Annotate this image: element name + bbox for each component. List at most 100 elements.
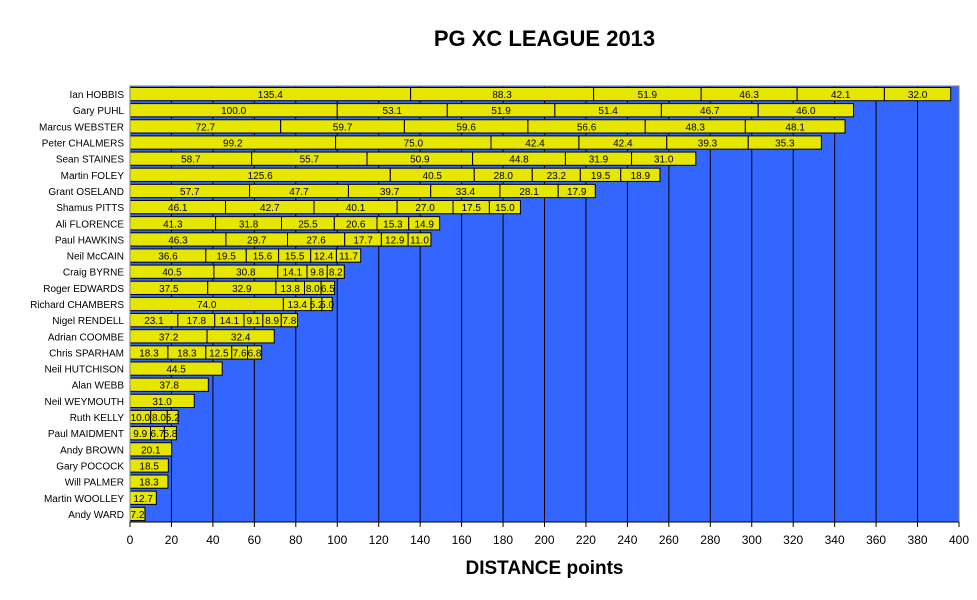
bar-segment-value: 27.6 xyxy=(306,235,326,246)
x-tick-label: 400 xyxy=(949,533,969,547)
bar-segment-value: 14.9 xyxy=(414,219,434,230)
x-tick-label: 0 xyxy=(127,533,134,547)
bar-segment-value: 50.9 xyxy=(410,155,430,166)
x-axis-title: DISTANCE points xyxy=(465,558,624,579)
x-tick-label: 60 xyxy=(248,533,262,547)
y-tick-label: Shamus PITTS xyxy=(56,203,124,214)
bar-segment-value: 6.7 xyxy=(151,429,165,440)
bar-segment-value: 99.2 xyxy=(223,139,243,150)
y-tick-label: Will PALMER xyxy=(65,478,124,489)
y-tick-label: Grant OSELAND xyxy=(48,187,124,198)
bar-segment-value: 15.6 xyxy=(253,252,273,263)
bar-segment-value: 75.0 xyxy=(404,139,424,150)
y-tick-label: Roger EDWARDS xyxy=(43,284,124,295)
y-tick-label: Marcus WEBSTER xyxy=(39,122,124,133)
bar-segment-value: 32.0 xyxy=(908,90,928,101)
bar-segment-value: 100.0 xyxy=(221,106,246,117)
bar-segment-value: 135.4 xyxy=(258,90,283,101)
bar-segment-value: 6.8 xyxy=(248,348,262,359)
bar-segment-value: 37.2 xyxy=(159,332,179,343)
bar-segment-value: 58.7 xyxy=(181,155,201,166)
bar-segment-value: 17.9 xyxy=(567,187,587,198)
y-tick-label: Gary POCOCK xyxy=(56,461,124,472)
bar-segment-value: 47.7 xyxy=(289,187,309,198)
x-tick-label: 260 xyxy=(659,533,679,547)
bar-segment-value: 9.8 xyxy=(310,268,324,279)
y-tick-label: Paul MAIDMENT xyxy=(48,429,124,440)
bar-segment-value: 17.7 xyxy=(353,235,373,246)
bar-segment xyxy=(163,426,177,441)
bar-segment-value: 37.8 xyxy=(159,381,179,392)
bar-segment-value: 40.5 xyxy=(423,171,443,182)
bar-segment-value: 18.9 xyxy=(631,171,651,182)
y-tick-label: Craig BYRNE xyxy=(63,268,124,279)
bar-segment-value: 59.6 xyxy=(456,122,476,133)
bar-segment-value: 5.2 xyxy=(166,413,180,424)
bar-segment-value: 51.4 xyxy=(598,106,618,117)
bar-segment-value: 15.3 xyxy=(383,219,403,230)
y-tick-label: Neil McCAIN xyxy=(67,252,124,263)
bar-segment-value: 13.8 xyxy=(280,284,300,295)
bar-segment xyxy=(247,345,263,360)
y-tick-label: Gary PUHL xyxy=(73,106,125,117)
bar-segment-value: 8.0 xyxy=(152,413,166,424)
y-tick-label: Andy WARD xyxy=(68,510,124,521)
bar-segment-value: 15.5 xyxy=(285,252,305,263)
y-tick-label: Peter CHALMERS xyxy=(42,139,125,150)
x-tick-label: 200 xyxy=(534,533,554,547)
x-tick-label: 220 xyxy=(576,533,596,547)
y-tick-label: Neil HUTCHISON xyxy=(45,365,124,376)
bar-segment-value: 31.0 xyxy=(654,155,674,166)
bar-segment-value: 8.9 xyxy=(265,316,279,327)
y-tick-label: Alan WEBB xyxy=(72,381,125,392)
y-tick-label: Paul HAWKINS xyxy=(55,235,124,246)
bar-segment-value: 56.6 xyxy=(577,122,597,133)
bar-segment-value: 5.2 xyxy=(310,300,324,311)
bar-segment-value: 29.7 xyxy=(247,235,267,246)
bar-segment-value: 18.5 xyxy=(139,461,159,472)
bar-segment-value: 40.1 xyxy=(346,203,366,214)
bar-segment-value: 33.4 xyxy=(456,187,476,198)
bar-segment-value: 44.8 xyxy=(509,155,529,166)
y-tick-label: Adrian COOMBE xyxy=(48,332,124,343)
bar-segment xyxy=(407,232,432,247)
bar-segment xyxy=(620,167,661,182)
bar-segment-value: 48.3 xyxy=(686,122,706,133)
x-tick-label: 360 xyxy=(866,533,886,547)
bar-segment-value: 35.3 xyxy=(775,139,795,150)
bar-segment-value: 10.0 xyxy=(131,413,151,424)
x-tick-label: 40 xyxy=(206,533,220,547)
x-tick-label: 240 xyxy=(617,533,637,547)
bar-segment-value: 19.5 xyxy=(216,252,236,263)
bar-segment-value: 15.0 xyxy=(495,203,515,214)
bar-segment-value: 37.5 xyxy=(159,284,179,295)
bar-segment-value: 25.5 xyxy=(298,219,318,230)
bar-segment-value: 28.0 xyxy=(494,171,514,182)
bar-segment-value: 55.7 xyxy=(300,155,320,166)
y-tick-label: Neil WEYMOUTH xyxy=(45,397,124,408)
bar-segment-value: 12.5 xyxy=(209,348,229,359)
x-tick-label: 120 xyxy=(369,533,389,547)
x-tick-label: 280 xyxy=(700,533,720,547)
bar-segment-value: 51.9 xyxy=(638,90,658,101)
bar-segment xyxy=(335,248,362,263)
bar-segment xyxy=(321,296,333,312)
bar-segment-value: 48.1 xyxy=(785,122,805,133)
bar-segment-value: 7.6 xyxy=(233,348,247,359)
bar-segment-value: 31.0 xyxy=(152,397,172,408)
bar-segment-value: 17.8 xyxy=(187,316,207,327)
bar-segment-value: 125.6 xyxy=(248,171,273,182)
bar-segment-value: 44.5 xyxy=(166,365,186,376)
bar-segment-value: 72.7 xyxy=(196,122,216,133)
x-tick-label: 300 xyxy=(742,533,762,547)
bar-segment-value: 11.0 xyxy=(410,235,429,246)
bar-segment-value: 27.0 xyxy=(415,203,435,214)
bar-segment-value: 18.3 xyxy=(139,348,159,359)
bar-segment-value: 11.7 xyxy=(339,252,358,263)
bar-segment-value: 51.9 xyxy=(491,106,511,117)
bar-segment-value: 7.8 xyxy=(282,316,296,327)
bar-segment xyxy=(557,183,596,199)
bar-segment-value: 8.0 xyxy=(306,284,320,295)
x-tick-label: 340 xyxy=(825,533,845,547)
